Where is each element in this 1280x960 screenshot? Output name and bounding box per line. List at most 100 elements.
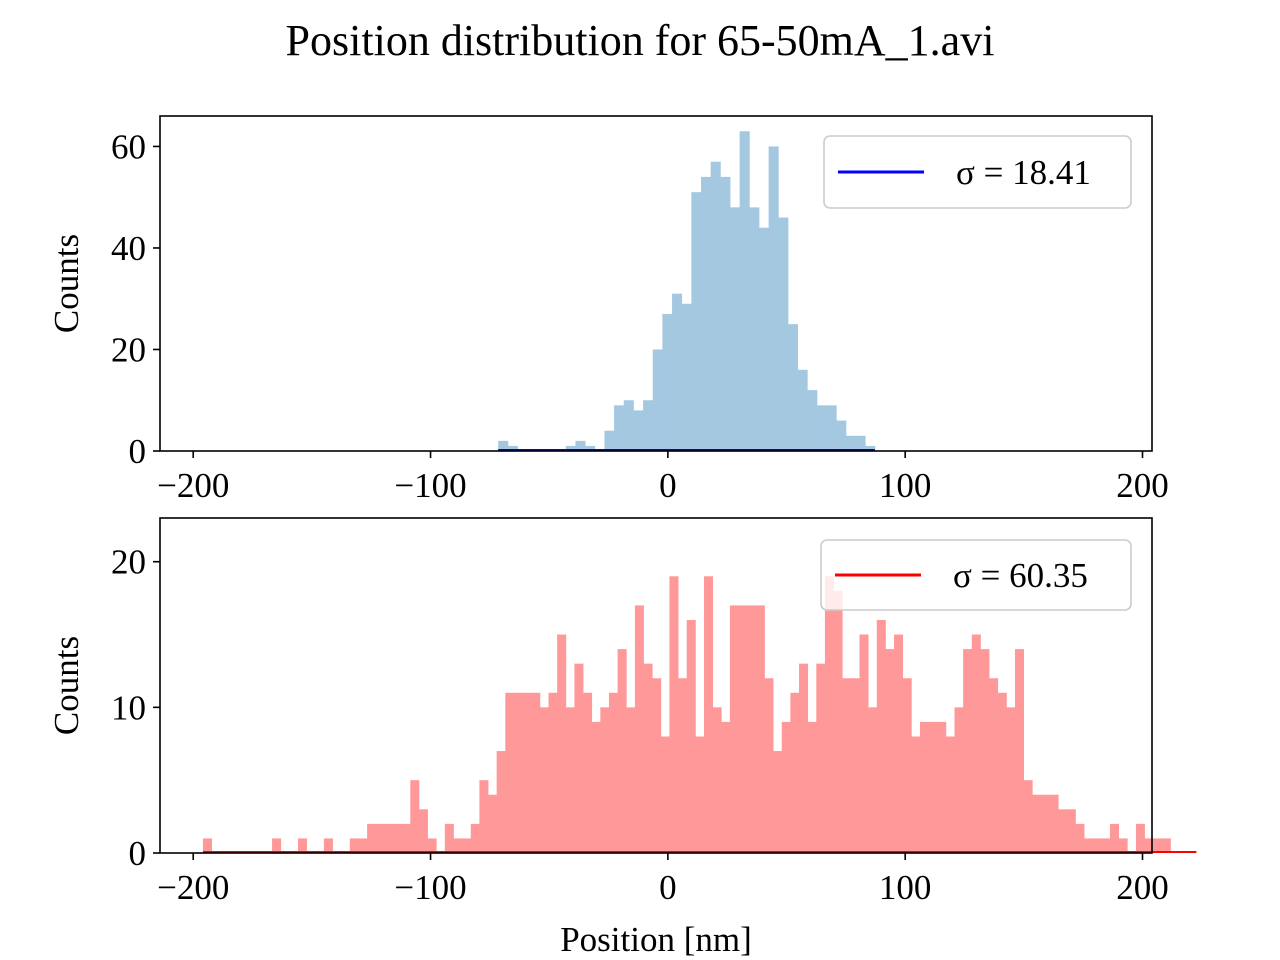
histogram-bar xyxy=(617,649,627,853)
histogram-bar xyxy=(323,838,333,853)
histogram-bar xyxy=(1144,838,1154,853)
y-tick-label: 20 xyxy=(111,330,146,369)
histogram-bar xyxy=(971,634,981,853)
histogram-bar xyxy=(297,838,308,853)
histogram-bar xyxy=(826,405,837,451)
histogram-bar xyxy=(634,605,644,853)
x-tick-label: −100 xyxy=(394,868,466,907)
histogram-bar xyxy=(703,576,714,853)
histogram-bar xyxy=(375,823,385,853)
axes-frame xyxy=(159,115,1153,452)
histogram-bar xyxy=(902,678,912,853)
x-tick-label: 0 xyxy=(659,466,677,505)
histogram-bar xyxy=(678,678,688,853)
x-tick-label: 0 xyxy=(659,868,677,907)
histogram-bar xyxy=(462,838,472,853)
histogram-bar xyxy=(662,313,673,451)
histogram-bar xyxy=(755,605,765,853)
legend-label: σ = 60.35 xyxy=(953,556,1088,595)
y-axis-label: Counts xyxy=(47,234,86,333)
histogram-bar xyxy=(989,678,999,853)
histogram-bar xyxy=(681,303,692,451)
top-histogram-panel: −200 −100 0 100 200 0 20 40 60 Counts σ = 18.41 xyxy=(47,115,1169,505)
histogram-bar xyxy=(691,192,702,451)
histogram-bar xyxy=(758,227,770,451)
histogram-bar xyxy=(1118,838,1128,853)
histogram-bar xyxy=(842,678,852,853)
histogram-bar xyxy=(937,721,947,853)
histogram-bar xyxy=(954,707,964,853)
histogram-bar xyxy=(585,445,596,451)
histogram-bar xyxy=(1161,838,1171,853)
histogram-bar xyxy=(660,736,670,853)
histogram-bar xyxy=(1032,794,1042,853)
histogram-bar xyxy=(859,634,869,853)
histogram-bar xyxy=(531,692,541,853)
histogram-bar xyxy=(507,445,518,451)
x-tick-label: −200 xyxy=(157,868,229,907)
histogram-bar xyxy=(778,217,789,451)
histogram-bar xyxy=(721,721,731,853)
legend-box xyxy=(823,135,1132,209)
y-axis-label: Counts xyxy=(47,636,86,735)
histogram-bar xyxy=(513,692,523,853)
histogram-bar xyxy=(669,576,679,853)
histogram-bar xyxy=(652,349,663,451)
histogram-bar xyxy=(1014,649,1025,853)
histogram-bar xyxy=(574,663,584,853)
histogram-bar xyxy=(807,390,818,451)
histogram-bar xyxy=(730,207,741,451)
histogram-bar xyxy=(427,838,437,853)
histogram-bar xyxy=(850,678,860,853)
histogram-bar xyxy=(604,430,615,451)
histogram-bar xyxy=(710,161,721,451)
histogram-bar xyxy=(738,605,748,853)
histogram-bar xyxy=(444,823,454,853)
histogram-bar xyxy=(1075,823,1085,853)
y-tick-label: 10 xyxy=(111,688,146,727)
histogram-bar xyxy=(583,692,593,853)
histogram-bar xyxy=(633,410,644,451)
histogram-bar xyxy=(643,663,653,853)
x-tick-label: −200 xyxy=(157,466,229,505)
histogram-bar xyxy=(845,435,856,451)
histogram-bar xyxy=(600,707,610,853)
y-tick-label: 0 xyxy=(129,834,147,873)
histogram-bar xyxy=(626,707,636,853)
histogram-bar xyxy=(894,634,904,853)
histogram-bar xyxy=(816,663,826,853)
histogram-bar xyxy=(557,634,567,853)
legend-box xyxy=(820,539,1132,611)
histogram-bar xyxy=(393,823,403,853)
histogram-bar xyxy=(539,707,549,853)
histogram-bar xyxy=(384,823,394,853)
histogram-bar xyxy=(623,400,634,451)
histogram-bar xyxy=(807,721,817,853)
axes-frame xyxy=(159,517,1153,854)
histogram-bar xyxy=(652,678,662,853)
histogram-bar xyxy=(349,838,359,853)
histogram-bar xyxy=(358,838,368,853)
histogram-bar xyxy=(833,590,843,853)
histogram-bar xyxy=(272,838,282,853)
histogram-bar xyxy=(453,838,463,853)
histogram-bar xyxy=(764,678,774,853)
histogram-bar xyxy=(824,576,834,853)
histogram-bar xyxy=(963,649,973,853)
histogram-bar xyxy=(885,649,895,853)
histogram-bar xyxy=(505,692,515,853)
histogram-bar xyxy=(855,435,866,451)
histogram-bar xyxy=(686,619,696,853)
histogram-bar xyxy=(1049,794,1059,853)
histogram-bar xyxy=(608,692,618,853)
histogram-bar xyxy=(919,721,929,853)
histogram-bar xyxy=(876,619,886,853)
histogram-bar xyxy=(1058,809,1068,853)
histogram-bar xyxy=(488,794,498,853)
histogram-bar xyxy=(1153,838,1163,853)
histogram-bar xyxy=(747,605,757,853)
bottom-histogram-panel: −200 −100 0 100 200 0 10 20 Counts Position [nm] σ… xyxy=(47,517,1197,959)
histogram-bar xyxy=(945,736,955,853)
legend: σ = 60.35 xyxy=(820,539,1132,611)
histogram-bar xyxy=(739,131,750,452)
